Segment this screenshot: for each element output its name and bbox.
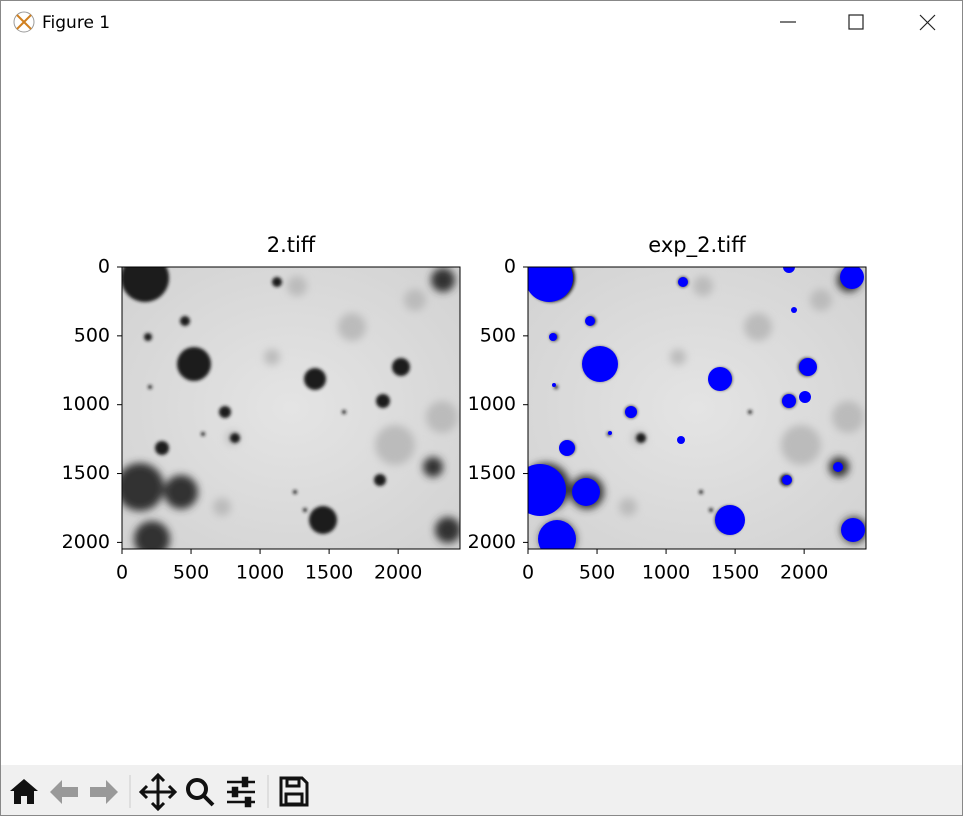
y-tick-label: 1500 [62,462,110,484]
axes-frame [121,266,461,550]
y-tick-label: 0 [98,256,110,278]
x-tick-label: 0 [116,562,128,584]
x-tick-label: 0 [522,562,534,584]
maximize-button[interactable] [848,14,864,30]
zoom-button[interactable] [186,778,215,807]
y-tick-label: 500 [480,324,516,346]
forward-button[interactable] [90,780,118,804]
x-tick-label: 1500 [305,562,353,584]
axes-title: 2.tiff [267,233,316,257]
y-tick-label: 1000 [468,393,516,415]
image-2-tiff [116,254,461,557]
window-title: Figure 1 [42,13,110,33]
axes-title: exp_2.tiff [648,233,746,258]
toolbar [1,765,962,815]
x-tick-label: 1000 [236,562,284,584]
configure-button[interactable] [227,776,255,808]
y-tick-label: 500 [74,324,110,346]
app-icon [13,11,35,33]
y-tick-label: 2000 [62,531,110,553]
x-tick-label: 1000 [642,562,690,584]
x-tick-label: 1500 [711,562,759,584]
y-tick-label: 0 [504,256,516,278]
y-tick-label: 2000 [468,531,516,553]
y-tick-label: 1000 [62,393,110,415]
axes-frame [527,266,867,550]
x-tick-label: 500 [173,562,209,584]
back-button[interactable] [50,780,78,804]
x-tick-label: 2000 [374,562,422,584]
x-tick-label: 500 [579,562,615,584]
y-tick-label: 1500 [468,462,516,484]
x-tick-label: 2000 [780,562,828,584]
close-button[interactable] [919,14,936,31]
pan-button[interactable] [138,772,178,812]
save-button[interactable] [279,776,309,807]
image-exp-2-tiff [528,267,867,549]
home-button[interactable] [10,779,38,804]
